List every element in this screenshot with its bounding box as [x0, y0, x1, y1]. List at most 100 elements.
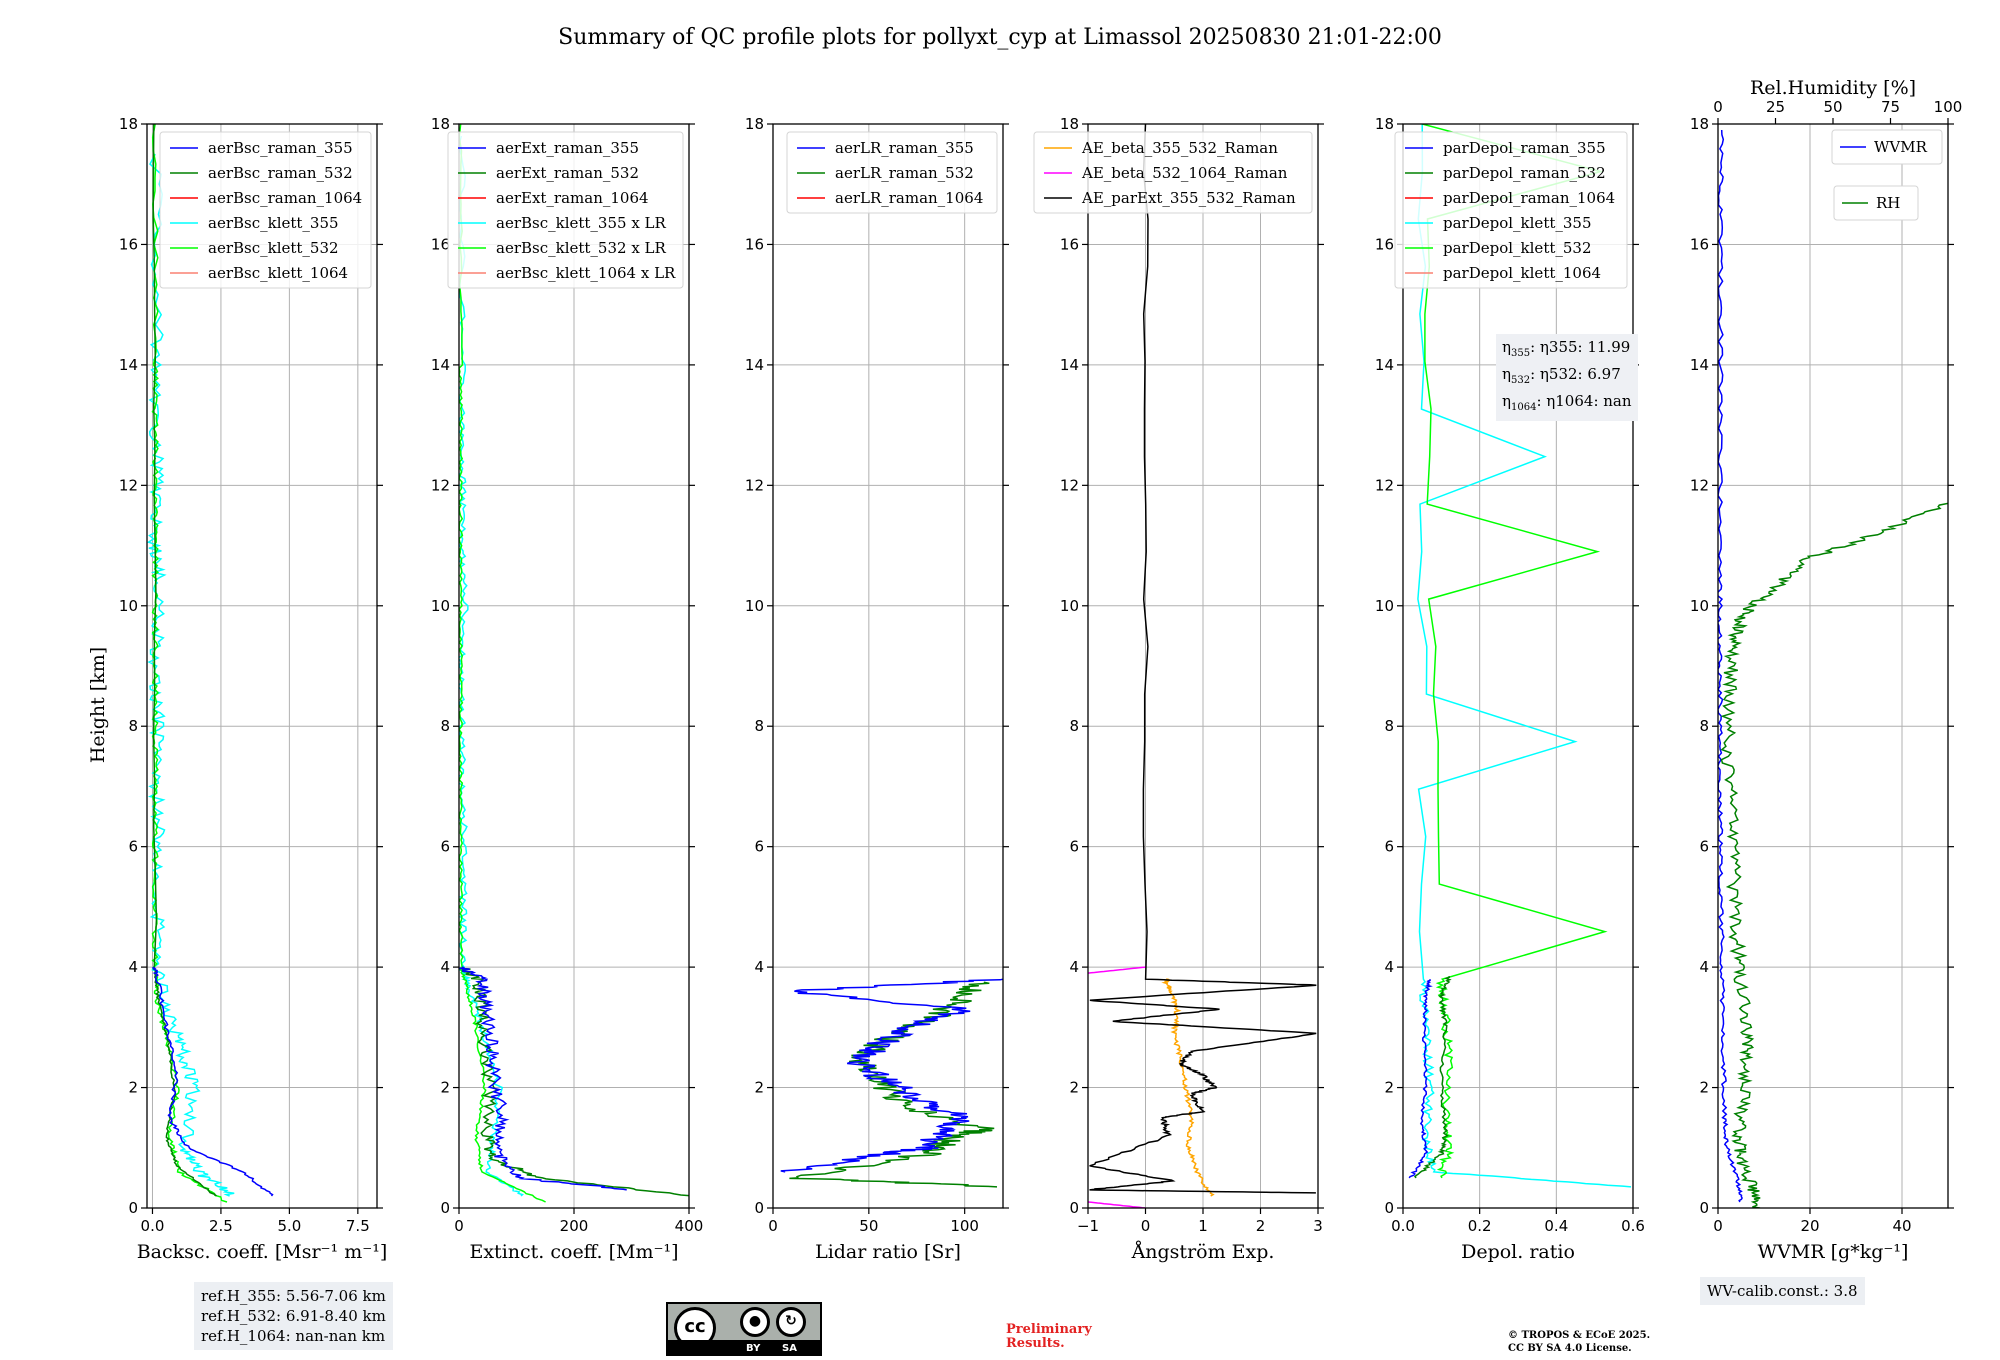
- wv-calib-box: WV-calib.const.: 3.8: [1700, 1277, 1865, 1305]
- preliminary-results-text: Preliminary Results.: [1006, 1323, 1092, 1351]
- series-line-aerExt_raman_355: [459, 966, 627, 1191]
- x-axis-label: Ångström Exp.: [1131, 1241, 1275, 1263]
- y-tick-label: 6: [1384, 838, 1394, 856]
- legend-entry: aerBsc_raman_532: [208, 164, 353, 182]
- legend-box: [1831, 129, 1943, 165]
- eta-532: η532: η532: 6.97: [1502, 365, 1621, 386]
- x-tick-label: 0.2: [1468, 1217, 1492, 1235]
- series-line-parDepol_klett_355: [1417, 124, 1632, 1188]
- y-tick-label: 6: [1699, 838, 1709, 856]
- x-tick-label: 0.6: [1621, 1217, 1645, 1235]
- x-tick-label: 0: [454, 1217, 464, 1235]
- x-tick-label: 0.0: [1391, 1217, 1415, 1235]
- y-tick-label: 6: [1069, 838, 1079, 856]
- y-tick-label: 0: [1699, 1199, 1709, 1217]
- y-tick-label: 10: [119, 597, 138, 615]
- series-line-AE_beta_532_1064_Raman: [1088, 1201, 1146, 1208]
- y-tick-label: 10: [745, 597, 764, 615]
- y-tick-label: 2: [1384, 1079, 1394, 1097]
- y-tick-label: 8: [1069, 717, 1079, 735]
- y-tick-label: 14: [745, 356, 764, 374]
- x-axis-label: Extinct. coeff. [Mm⁻¹]: [469, 1241, 678, 1263]
- legend-box: [1833, 185, 1919, 221]
- series-group: [1718, 129, 1948, 1208]
- y-tick-label: 10: [1375, 597, 1394, 615]
- legend-box: [447, 131, 684, 289]
- y-tick-label: 12: [745, 476, 764, 494]
- x-tick-label: 3: [1313, 1217, 1323, 1235]
- y-tick-label: 16: [745, 235, 764, 253]
- y-tick-label: 18: [1690, 115, 1709, 133]
- x-tick-label: 400: [675, 1217, 704, 1235]
- profile-panel-1: 0 2 4 6 8 10 12 14 16 18 0.0 2.5 5.0 7.5 Backsc. coeff…: [119, 115, 387, 1263]
- grid-lines: [772, 123, 1003, 1209]
- legend-entry: parDepol_raman_355: [1443, 139, 1606, 157]
- legend-entry: aerLR_raman_1064: [835, 189, 983, 207]
- legend-entry: aerLR_raman_532: [835, 164, 974, 182]
- legend-entry: aerBsc_klett_1064 x LR: [496, 264, 676, 282]
- y-tick-label: 18: [119, 115, 138, 133]
- x-tick-label: 7.5: [346, 1217, 370, 1235]
- series-line-RH: [1720, 502, 1948, 1208]
- y-tick-label: 2: [754, 1079, 764, 1097]
- eta-box: η355: η355: 11.99 η532: η532: 6.97 η1064…: [1496, 334, 1638, 421]
- top-x-tick-label: 0: [1713, 98, 1723, 116]
- y-tick-label: 10: [431, 597, 450, 615]
- y-tick-label: 4: [1699, 958, 1709, 976]
- x-tick-label: 50: [859, 1217, 878, 1235]
- legend-entry: aerBsc_klett_532 x LR: [496, 239, 667, 257]
- legend-entry: parDepol_klett_532: [1443, 239, 1592, 257]
- y-tick-label: 10: [1060, 597, 1079, 615]
- y-tick-label: 6: [754, 838, 764, 856]
- y-tick-label: 18: [431, 115, 450, 133]
- top-axis-label: Rel.Humidity [%]: [1750, 77, 1916, 99]
- y-tick-label: 16: [1060, 235, 1079, 253]
- x-axis-label: Lidar ratio [Sr]: [815, 1241, 961, 1263]
- axes-frame: [1402, 123, 1634, 1209]
- legend-entry: RH: [1876, 194, 1900, 212]
- grid-lines: [1717, 123, 1948, 1209]
- series-line-parDepol_raman_532: [1413, 975, 1452, 1179]
- legend-entry: WVMR: [1874, 138, 1928, 156]
- y-tick-label: 12: [1690, 476, 1709, 494]
- copyright-line-1: © TROPOS & ECoE 2025.: [1508, 1330, 1651, 1341]
- y-tick-label: 12: [1375, 476, 1394, 494]
- top-x-tick-label: 75: [1881, 98, 1900, 116]
- legend-entry: aerBsc_raman_355: [208, 139, 353, 157]
- x-axis-label: Depol. ratio: [1461, 1241, 1575, 1263]
- top-x-tick-label: 50: [1823, 98, 1842, 116]
- x-tick-label: 5.0: [277, 1217, 301, 1235]
- x-tick-label: 40: [1892, 1217, 1911, 1235]
- y-tick-label: 6: [128, 838, 138, 856]
- y-tick-label: 4: [1384, 958, 1394, 976]
- ref-height-1064: ref.H_1064: nan-nan km: [201, 1327, 386, 1345]
- ref-height-532: ref.H_532: 6.91-8.40 km: [201, 1307, 386, 1325]
- series-group: [1088, 124, 1317, 1208]
- series-group: [147, 124, 274, 1203]
- x-tick-label: 0: [1713, 1217, 1723, 1235]
- figure-title: Summary of QC profile plots for pollyxt_…: [558, 25, 1442, 50]
- y-tick-label: 14: [431, 356, 450, 374]
- series-line-AE_parExt_355_532_Raman: [1089, 124, 1317, 1194]
- series-line-aerBsc_raman_355: [151, 966, 274, 1197]
- series-line-AE_beta_532_1064_Raman_upper: [1088, 966, 1146, 974]
- series-line-parDepol_raman_355: [1408, 978, 1433, 1179]
- y-tick-label: 0: [1069, 1199, 1079, 1217]
- y-tick-label: 16: [119, 235, 138, 253]
- x-tick-label: 2: [1256, 1217, 1266, 1235]
- y-tick-label: 0: [1384, 1199, 1394, 1217]
- copyright-line-2: CC BY SA 4.0 License.: [1508, 1343, 1632, 1354]
- y-tick-label: 18: [1375, 115, 1394, 133]
- eta-355: η355: η355: 11.99: [1502, 338, 1631, 359]
- y-tick-label: 12: [119, 476, 138, 494]
- legend-entry: parDepol_raman_532: [1443, 164, 1606, 182]
- y-tick-label: 2: [1069, 1079, 1079, 1097]
- y-tick-label: 0: [754, 1199, 764, 1217]
- x-tick-label: 0: [768, 1217, 778, 1235]
- y-tick-label: 16: [431, 235, 450, 253]
- axes-frame: [1717, 123, 1949, 1209]
- y-tick-label: 8: [1384, 717, 1394, 735]
- legend-entry: parDepol_raman_1064: [1443, 189, 1615, 207]
- cc-bar: BY SA: [668, 1340, 820, 1354]
